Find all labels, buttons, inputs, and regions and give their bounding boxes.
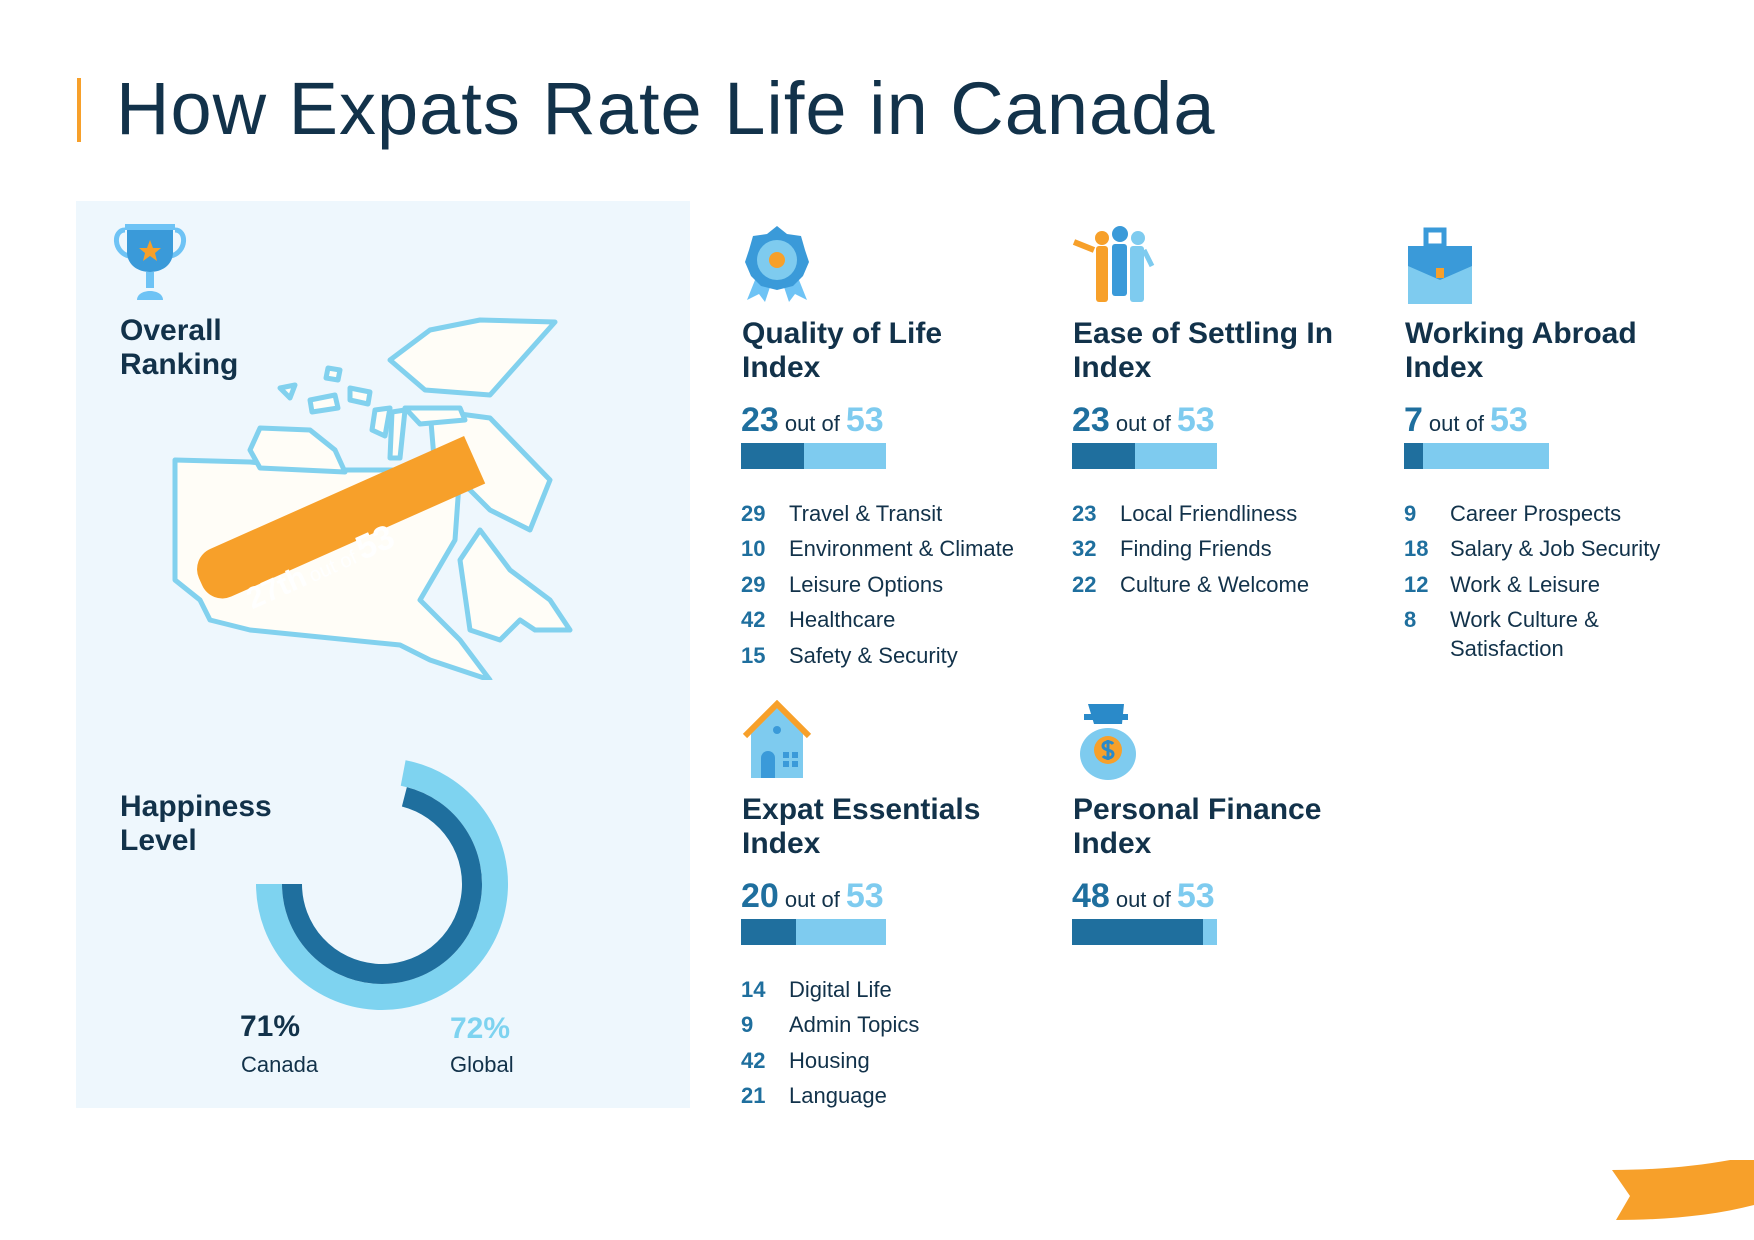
index-rank-bar-fill <box>1404 443 1424 469</box>
index-rank: 20 <box>741 877 779 915</box>
index-total: 53 <box>1489 401 1528 439</box>
sub-rank: 8 <box>1404 607 1417 633</box>
sub-label: Housing <box>789 1047 870 1073</box>
sub-rank: 18 <box>1404 536 1429 562</box>
sub-label: Salary & Job Security <box>1450 536 1661 562</box>
sub-rank: 10 <box>741 536 766 562</box>
index-rank: 7 <box>1404 401 1423 439</box>
index-total: 53 <box>1176 877 1215 915</box>
index-out-of: out of <box>784 411 840 436</box>
canada-happiness-value: 71% <box>240 1010 301 1043</box>
sub-label: Environment & Climate <box>789 536 1014 562</box>
index-out-of: out of <box>1428 411 1484 436</box>
sub-label: Safety & Security <box>789 642 958 668</box>
global-happiness-arc <box>256 760 508 1010</box>
index-rank: 48 <box>1072 877 1110 915</box>
sub-label: Admin Topics <box>789 1012 920 1038</box>
canada-happiness-arc <box>282 787 482 984</box>
sub-label: Healthcare <box>789 607 896 633</box>
index-rank-bar-fill <box>1072 443 1135 469</box>
sub-rank: 42 <box>741 1047 766 1073</box>
people-group-icon <box>1072 224 1155 304</box>
global-label: Global <box>450 1052 514 1077</box>
index-title: Quality of Life Index <box>742 317 943 384</box>
sub-rank: 21 <box>741 1083 766 1109</box>
index-out-of: out of <box>1115 887 1171 912</box>
sub-rank: 22 <box>1072 571 1097 597</box>
sub-label: Digital Life <box>789 977 892 1002</box>
sub-rank: 32 <box>1072 536 1097 562</box>
overall-ranking-title: Overall Ranking <box>120 314 239 381</box>
index-score: 20 out of 53 <box>741 877 884 916</box>
index-rank: 23 <box>1072 401 1110 439</box>
sub-label: Work Culture & Satisfaction <box>1450 607 1599 662</box>
sub-label: Language <box>789 1083 887 1109</box>
index-out-of: out of <box>1115 411 1171 436</box>
sub-rank: 29 <box>741 501 766 526</box>
sub-rank: 14 <box>741 977 766 1002</box>
index-title: Ease of Settling In Index <box>1073 317 1334 384</box>
happiness-donut-chart <box>256 760 508 1010</box>
sub-label: Travel & Transit <box>789 501 943 526</box>
sub-label: Local Friendliness <box>1120 501 1298 526</box>
corner-ribbon-decoration <box>1612 1160 1754 1220</box>
global-happiness-value: 72% <box>450 1012 511 1045</box>
index-rank: 23 <box>741 401 779 439</box>
sub-rank: 23 <box>1072 501 1097 526</box>
sub-rank: 42 <box>741 607 766 633</box>
index-rank-bar-fill <box>741 443 804 469</box>
page-title: How Expats Rate Life in Canada <box>116 67 1216 150</box>
sub-label: Work & Leisure <box>1450 571 1600 597</box>
index-score: 7 out of 53 <box>1404 401 1528 440</box>
award-badge-icon <box>741 224 813 304</box>
index-rank-bar <box>1072 919 1217 945</box>
index-rank-bar-fill <box>1072 919 1204 945</box>
index-total: 53 <box>845 877 884 915</box>
sub-label: Career Prospects <box>1450 501 1622 526</box>
sub-rank: 9 <box>1404 501 1417 526</box>
briefcase-icon <box>1404 224 1476 304</box>
canada-label: Canada <box>241 1052 319 1077</box>
index-rank-bar-fill <box>741 919 796 945</box>
index-rank-bar <box>1072 443 1217 469</box>
index-title: Working Abroad Index <box>1405 317 1637 384</box>
happiness-title: Happiness Level <box>120 790 272 857</box>
sub-rank: 15 <box>741 642 766 668</box>
title-accent-bar <box>77 78 81 142</box>
index-score: 23 out of 53 <box>741 401 884 440</box>
index-rank-bar <box>741 443 886 469</box>
sub-rank: 12 <box>1404 571 1429 597</box>
index-total: 53 <box>845 401 884 439</box>
index-rank-bar <box>1404 443 1549 469</box>
house-icon <box>741 699 813 780</box>
index-title: Expat Essentials Index <box>742 793 981 860</box>
index-score: 48 out of 53 <box>1072 877 1215 916</box>
overall-panel <box>76 201 690 1108</box>
sub-rank: 29 <box>741 571 766 597</box>
sub-label: Finding Friends <box>1120 536 1272 562</box>
sub-label: Leisure Options <box>789 571 944 597</box>
sub-rank: 9 <box>741 1012 754 1038</box>
index-score: 23 out of 53 <box>1072 401 1215 440</box>
index-total: 53 <box>1176 401 1215 439</box>
index-out-of: out of <box>784 887 840 912</box>
index-title: Personal Finance Index <box>1073 793 1322 860</box>
money-bag-icon <box>1072 700 1144 780</box>
sub-label: Culture & Welcome <box>1120 571 1310 597</box>
index-rank-bar <box>741 919 886 945</box>
trophy-icon <box>114 224 186 300</box>
